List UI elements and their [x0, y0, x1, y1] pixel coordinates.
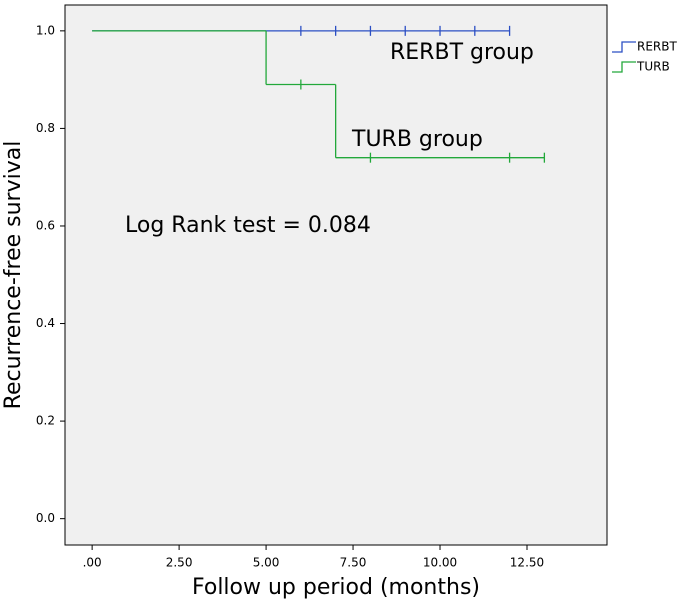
y-tick-label: 0.8 — [36, 121, 55, 135]
x-tick-label: .00 — [83, 556, 102, 570]
y-tick-label: 0.2 — [36, 414, 55, 428]
annotation: RERBT group — [390, 40, 534, 65]
x-tick-label: 10.00 — [423, 556, 457, 570]
x-tick-label: 12.50 — [510, 556, 544, 570]
y-tick-label: 0.4 — [36, 316, 55, 330]
y-tick-label: 1.0 — [36, 23, 55, 37]
x-tick-label: 7.50 — [340, 556, 367, 570]
annotation: Log Rank test = 0.084 — [125, 213, 371, 238]
legend-swatch — [612, 41, 636, 53]
y-tick-label: 0.0 — [36, 511, 55, 525]
legend-swatch — [612, 61, 636, 73]
legend-label: RERBT — [637, 40, 677, 54]
x-axis-label: Follow up period (months) — [192, 575, 480, 600]
y-axis-label: Recurrence-free survival — [1, 141, 26, 410]
x-tick-label: 5.00 — [253, 556, 280, 570]
annotation: TURB group — [351, 127, 483, 152]
legend-label: TURB — [636, 60, 670, 74]
y-tick-label: 0.6 — [36, 218, 55, 232]
x-tick-label: 2.50 — [166, 556, 193, 570]
